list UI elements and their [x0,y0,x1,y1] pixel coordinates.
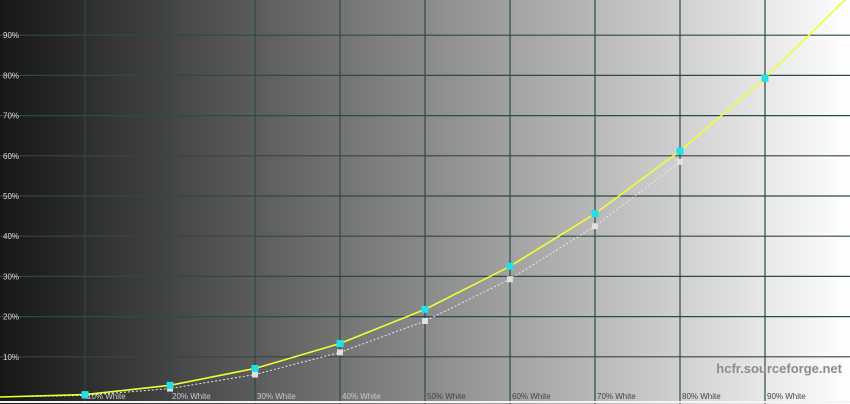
x-tick-label: 70% White [597,392,636,401]
x-tick-label: 50% White [427,392,466,401]
reference-point [337,349,343,356]
x-tick-label: 10% White [87,392,126,401]
y-tick-label: 20% [3,313,19,322]
x-tick-label: 20% White [172,392,211,401]
y-tick-label: 40% [3,232,19,241]
measured-point [336,340,344,348]
reference-point [252,371,258,378]
x-tick-label: 90% White [767,392,806,401]
measured-point [676,147,684,155]
y-tick-label: 70% [3,112,19,121]
measured-point [166,381,174,389]
reference-point [592,223,598,230]
measured-point [81,391,89,399]
y-tick-label: 90% [3,31,19,40]
reference-point [507,276,513,283]
y-tick-label: 10% [3,353,19,362]
x-tick-label: 30% White [257,392,296,401]
y-tick-label: 80% [3,71,19,80]
measured-point [591,210,599,218]
x-tick-label: 40% White [342,392,381,401]
y-tick-label: 30% [3,272,19,281]
measured-point [251,364,259,372]
measured-point [421,305,429,313]
x-tick-label: 60% White [512,392,551,401]
x-tick-label: 80% White [682,392,721,401]
y-tick-label: 50% [3,192,19,201]
measured-point [506,262,514,270]
measured-point [761,74,769,82]
watermark: hcfr.sourceforge.net [716,361,842,376]
reference-point [422,318,428,325]
reference-point [677,158,683,165]
y-tick-label: 60% [3,152,19,161]
